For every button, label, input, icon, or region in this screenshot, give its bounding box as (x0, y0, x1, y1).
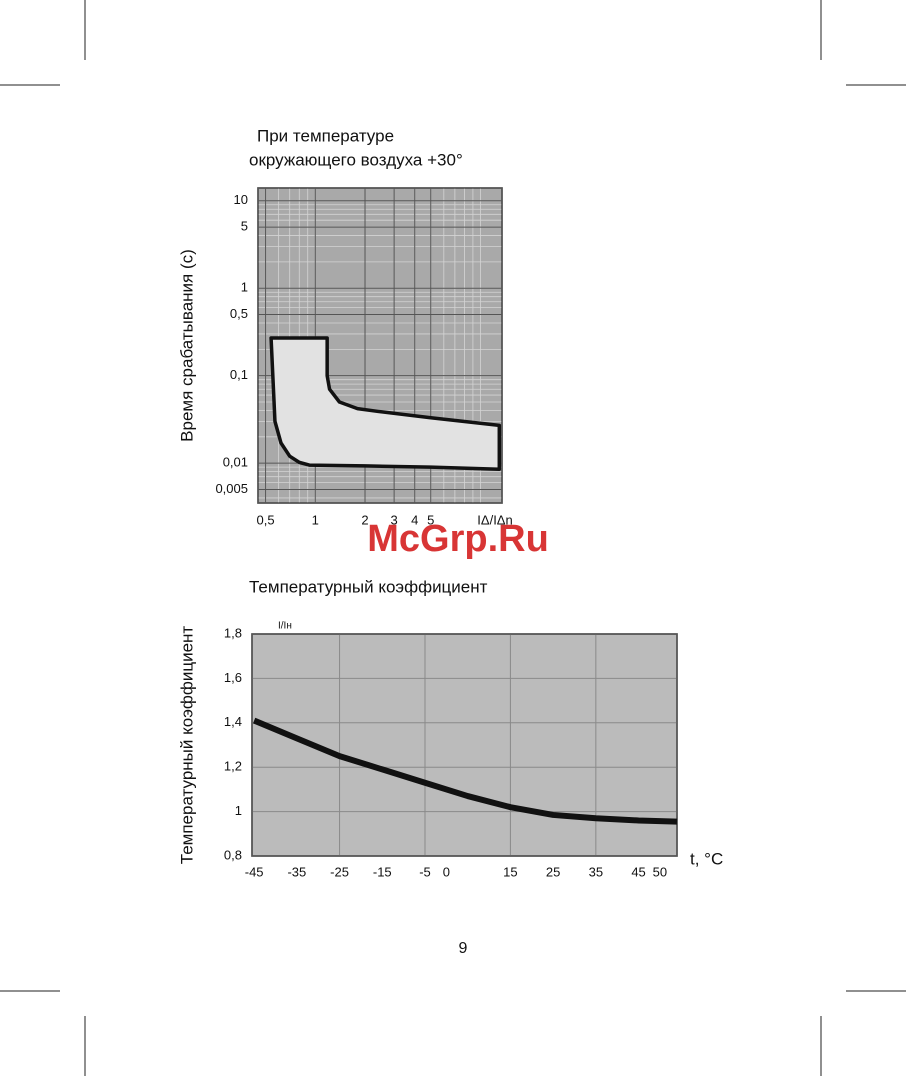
x-tick-label: 2 (361, 512, 368, 527)
x-tick-label: 25 (546, 864, 560, 879)
y-tick-label: 1 (235, 803, 242, 818)
y-tick-label: 1,8 (224, 625, 242, 640)
x-tick-label: 5 (427, 512, 434, 527)
y-axis-title: Время срабатывания (с) (177, 249, 196, 442)
x-tick-label: -45 (245, 864, 264, 879)
y-tick-label: 10 (234, 192, 248, 207)
y-tick-label: 0,1 (230, 367, 248, 382)
x-tick-label: -5 (419, 864, 431, 879)
x-tick-label: 35 (589, 864, 603, 879)
chart-title: Температурный коэффициент (249, 577, 488, 596)
plot-border (257, 187, 503, 504)
band-outline (269, 336, 502, 472)
watermark: McGrp.Ru (367, 518, 549, 560)
x-tick-label: 0,5 (257, 512, 275, 527)
y-unit: I/Iн (278, 621, 292, 632)
x-tick-label: 15 (503, 864, 517, 879)
page-number: 9 (459, 940, 468, 957)
line (252, 717, 678, 825)
x-tick-label: 0 (443, 864, 450, 879)
x-tick-label: 3 (390, 512, 397, 527)
x-axis-title: t, °C (690, 849, 723, 868)
x-axis-title: IΔ/IΔn (477, 512, 512, 527)
y-tick-label: 0,01 (223, 455, 248, 470)
x-tick-label: -25 (330, 864, 349, 879)
x-tick-label: 50 (653, 864, 667, 879)
x-tick-label: 4 (411, 512, 418, 527)
x-tick-label: 1 (312, 512, 319, 527)
plot-border (251, 633, 678, 857)
y-tick-label: 1,2 (224, 759, 242, 774)
x-tick-label: -35 (287, 864, 306, 879)
x-tick-label: -15 (373, 864, 392, 879)
chart-title: При температуре (257, 126, 394, 145)
y-tick-label: 1,4 (224, 714, 242, 729)
y-tick-label: 1 (241, 280, 248, 295)
y-tick-label: 5 (241, 219, 248, 234)
y-tick-label: 0,005 (215, 481, 248, 496)
y-tick-label: 0,8 (224, 847, 242, 862)
x-tick-label: 45 (631, 864, 645, 879)
y-axis-title: Температурный коэффициент (177, 626, 196, 865)
y-tick-label: 0,5 (230, 306, 248, 321)
chart-title: окружающего воздуха +30° (249, 150, 463, 169)
y-tick-label: 1,6 (224, 670, 242, 685)
